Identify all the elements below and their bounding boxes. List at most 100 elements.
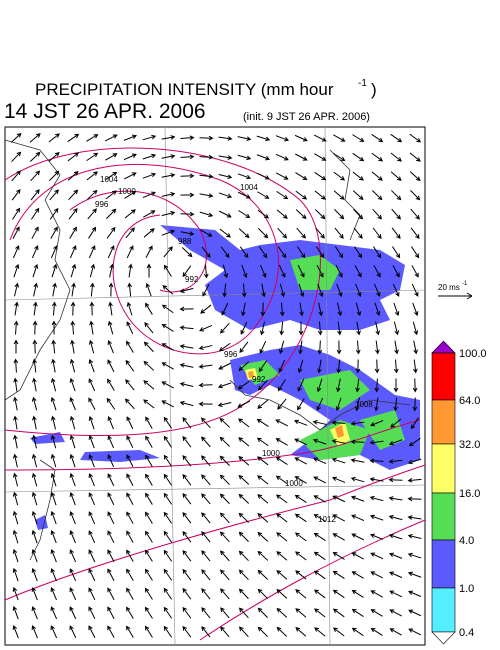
wind-arrow bbox=[88, 245, 96, 259]
wind-arrow bbox=[335, 264, 343, 278]
wind-arrow bbox=[388, 552, 403, 559]
wind-arrow bbox=[313, 514, 326, 522]
contour-label: 996 bbox=[224, 350, 238, 359]
wind-arrow bbox=[50, 396, 57, 411]
precip-area bbox=[160, 225, 405, 330]
wind-arrow bbox=[88, 549, 96, 563]
colorbar-cap bbox=[431, 631, 456, 645]
wind-arrow bbox=[373, 265, 381, 278]
wind-arrow bbox=[295, 570, 307, 580]
wind-arrow bbox=[13, 415, 18, 430]
colorbar-label: 16.0 bbox=[459, 488, 480, 500]
wind-arrow bbox=[219, 436, 230, 447]
wind-arrow bbox=[411, 265, 419, 278]
wind-arrow bbox=[11, 188, 21, 201]
wind-arrow bbox=[239, 341, 249, 354]
wind-arrow bbox=[126, 606, 134, 619]
wind-arrow bbox=[257, 607, 268, 618]
wind-arrow bbox=[372, 227, 382, 239]
wind-arrow bbox=[298, 340, 303, 355]
wind-arrow bbox=[31, 491, 38, 506]
wind-arrow bbox=[294, 494, 307, 503]
wind-arrow bbox=[180, 135, 195, 141]
wind-arrow bbox=[238, 228, 250, 239]
wind-arrow bbox=[331, 457, 346, 464]
wind-arrow bbox=[108, 282, 114, 297]
wind-arrow bbox=[203, 264, 209, 279]
wind-arrow bbox=[408, 628, 422, 636]
wind-arrow bbox=[145, 473, 153, 486]
wind-arrow bbox=[390, 133, 403, 143]
wind-arrow bbox=[371, 171, 383, 181]
wind-arrow bbox=[31, 510, 38, 525]
wind-arrow bbox=[296, 227, 306, 239]
colorbar-label: 1.0 bbox=[459, 583, 474, 595]
wind-arrow bbox=[182, 492, 192, 505]
wind-arrow bbox=[31, 396, 38, 411]
wind-arrow bbox=[145, 245, 153, 258]
wind-arrow bbox=[143, 380, 155, 390]
wind-arrow bbox=[315, 227, 325, 239]
wind-arrow bbox=[369, 495, 384, 502]
wind-arrow bbox=[237, 380, 250, 390]
wind-arrow bbox=[182, 417, 192, 429]
wind-arrow bbox=[391, 208, 401, 220]
wind-arrow bbox=[257, 191, 270, 199]
wind-arrow bbox=[219, 550, 230, 562]
wind-arrow bbox=[256, 172, 270, 180]
wind-arrow bbox=[70, 320, 76, 335]
wind-arrow bbox=[371, 152, 384, 162]
wind-arrow bbox=[276, 172, 289, 180]
wind-arrow bbox=[407, 458, 422, 465]
wind-arrow bbox=[237, 136, 252, 141]
wind-arrow bbox=[179, 400, 194, 407]
wind-arrow bbox=[107, 549, 115, 563]
wind-arrow bbox=[30, 170, 41, 182]
wind-arrow bbox=[410, 190, 421, 201]
wind-arrow bbox=[180, 211, 195, 217]
wind-arrow bbox=[238, 531, 249, 542]
wind-arrow bbox=[257, 494, 269, 504]
coastline bbox=[4, 139, 411, 561]
wind-arrow bbox=[221, 302, 229, 316]
wind-arrow bbox=[407, 515, 422, 520]
wind-arrow bbox=[50, 548, 57, 563]
wind-arrow bbox=[107, 454, 115, 468]
wind-arrow bbox=[388, 514, 403, 521]
wind-arrow bbox=[179, 325, 194, 331]
wind-arrow bbox=[161, 173, 176, 178]
wind-arrow bbox=[276, 190, 289, 200]
wind-arrow bbox=[238, 210, 251, 219]
wind-arrow bbox=[32, 358, 37, 373]
wind-arrow bbox=[201, 493, 211, 505]
wind-arrow bbox=[124, 398, 135, 410]
wind-arrow bbox=[51, 263, 58, 278]
wind-arrow bbox=[331, 439, 346, 444]
valid-time: 14 JST 26 APR. 2006 bbox=[4, 100, 206, 123]
wind-arrow bbox=[144, 625, 153, 638]
wind-arrow bbox=[316, 378, 323, 393]
wind-arrow bbox=[107, 473, 115, 487]
wind-arrow bbox=[67, 152, 79, 162]
wind-arrow bbox=[50, 415, 56, 430]
wind-arrow bbox=[50, 529, 57, 544]
wind-arrow bbox=[220, 626, 230, 638]
wind-arrow bbox=[32, 377, 37, 392]
wind-arrow bbox=[219, 455, 230, 466]
wind-arrow bbox=[50, 587, 57, 601]
wind-arrow bbox=[294, 476, 307, 484]
wind-arrow bbox=[258, 360, 268, 373]
wind-arrow bbox=[163, 454, 173, 467]
wind-arrow bbox=[277, 379, 286, 392]
wind-arrow bbox=[238, 456, 250, 466]
wind-arrow bbox=[276, 588, 288, 599]
wind-arrow bbox=[105, 190, 117, 200]
wind-arrow bbox=[279, 321, 285, 336]
wind-arrow bbox=[257, 531, 269, 542]
wind-arrow bbox=[313, 495, 326, 503]
wind-arrow bbox=[33, 301, 38, 316]
wind-arrow bbox=[123, 134, 138, 141]
wind-arrow bbox=[145, 302, 153, 315]
wind-arrow bbox=[29, 151, 41, 162]
wind-arrow bbox=[182, 549, 192, 562]
